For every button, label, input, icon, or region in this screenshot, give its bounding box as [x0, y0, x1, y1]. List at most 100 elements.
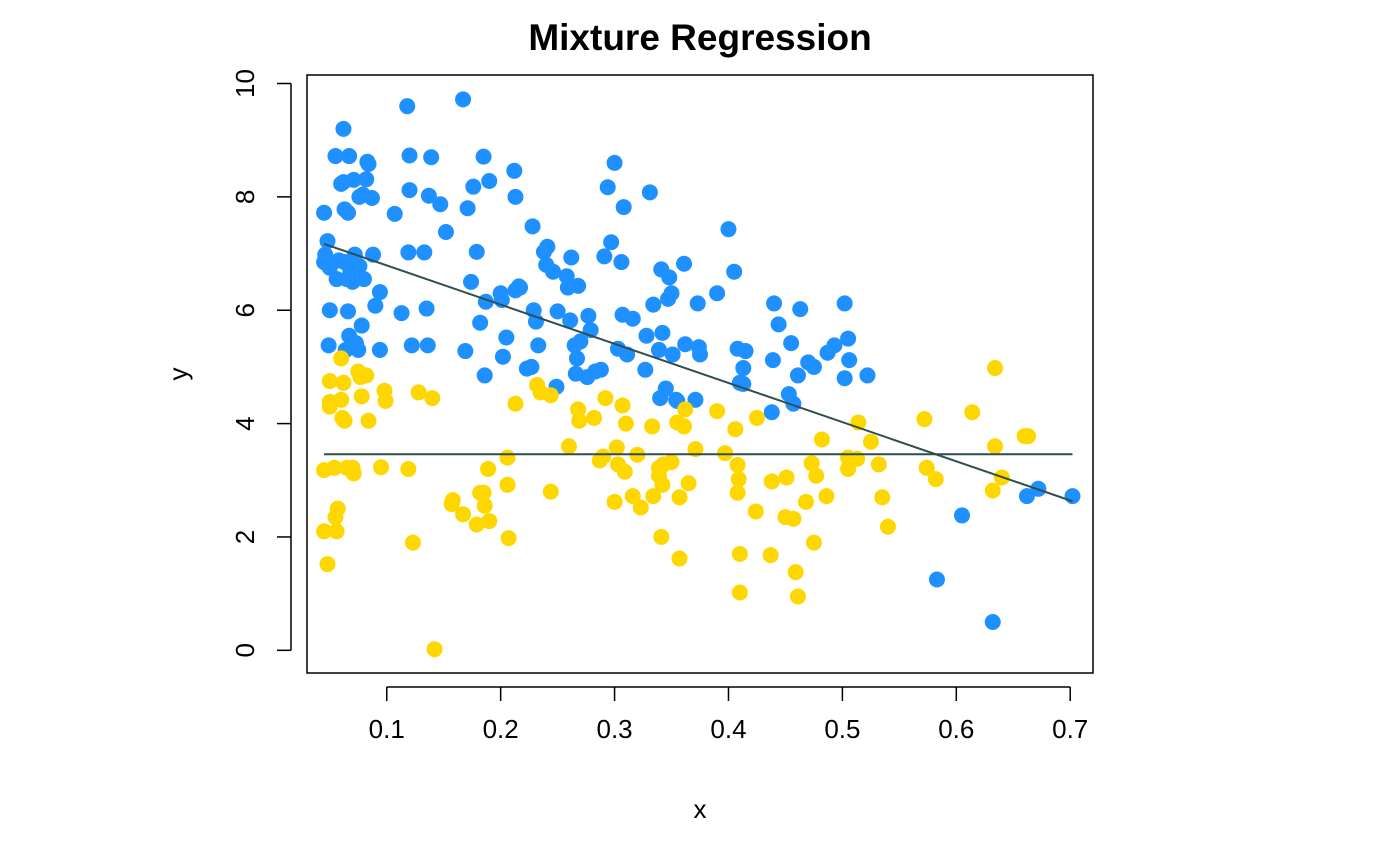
data-point-series-1: [403, 337, 420, 354]
data-point-series-1: [603, 234, 620, 251]
data-point-series-1: [419, 337, 436, 354]
data-point-series-1: [459, 200, 476, 217]
data-point-series-1: [512, 279, 529, 296]
data-point-series-1: [353, 317, 370, 334]
data-point-series-1: [363, 190, 380, 207]
data-point-series-2: [507, 395, 524, 412]
data-point-series-2: [987, 360, 1004, 377]
data-point-series-2: [426, 641, 443, 658]
data-point-series-2: [849, 450, 866, 467]
data-point-series-2: [333, 350, 350, 367]
x-axis-label: x: [694, 794, 707, 824]
chart-title: Mixture Regression: [528, 17, 871, 58]
regression-line-1: [323, 242, 1073, 503]
data-point-series-1: [401, 182, 418, 199]
data-point-series-1: [476, 367, 493, 384]
data-point-series-2: [377, 392, 394, 409]
data-point-series-2: [763, 473, 780, 490]
data-point-series-1: [826, 337, 843, 354]
data-point-series-1: [463, 273, 480, 290]
data-point-series-2: [481, 513, 498, 530]
data-point-series-2: [345, 465, 362, 482]
data-point-series-2: [676, 418, 693, 435]
data-point-series-1: [399, 98, 416, 115]
data-point-series-2: [329, 500, 346, 517]
data-point-series-2: [729, 456, 746, 473]
data-point-series-1: [568, 350, 585, 367]
data-point-series-1: [341, 148, 358, 165]
data-point-series-1: [340, 303, 357, 320]
data-point-series-2: [785, 510, 802, 527]
data-point-series-1: [661, 269, 678, 286]
data-point-series-1: [432, 196, 449, 213]
y-tick-label: 0: [230, 643, 260, 657]
data-point-series-1: [393, 305, 410, 322]
data-point-series-2: [654, 476, 671, 493]
data-point-series-1: [735, 375, 752, 392]
data-point-series-1: [654, 324, 671, 341]
data-point-series-2: [747, 503, 764, 520]
data-point-series-2: [608, 439, 625, 456]
data-point-series-1: [720, 221, 737, 238]
data-point-series-2: [789, 588, 806, 605]
data-point-series-1: [792, 301, 809, 318]
data-point-series-1: [650, 341, 667, 358]
data-point-series-1: [615, 199, 632, 216]
data-point-series-1: [345, 171, 362, 188]
data-point-series-1: [692, 346, 708, 363]
data-point-series-1: [472, 314, 489, 331]
data-point-series-2: [778, 469, 795, 486]
data-point-series-1: [371, 341, 388, 358]
data-point-series-1: [498, 329, 515, 346]
data-point-series-1: [335, 120, 352, 137]
data-point-series-2: [671, 550, 688, 567]
data-point-series-2: [805, 534, 822, 551]
y-tick-label: 6: [230, 303, 260, 317]
data-point-series-2: [617, 415, 634, 432]
data-point-series-1: [783, 335, 800, 352]
data-point-series-2: [316, 523, 333, 540]
data-point-series-2: [671, 489, 688, 506]
data-point-series-1: [638, 327, 655, 344]
data-point-series-2: [840, 460, 857, 477]
data-point-series-1: [764, 352, 781, 369]
data-point-series-2: [862, 433, 879, 450]
data-point-series-2: [353, 388, 370, 405]
data-point-series-2: [727, 421, 744, 438]
data-point-series-1: [371, 284, 388, 301]
data-point-series-2: [927, 471, 944, 488]
data-point-series-2: [680, 475, 697, 492]
data-point-series-1: [613, 254, 630, 271]
data-point-series-2: [614, 397, 631, 414]
data-point-series-2: [335, 374, 352, 391]
data-point-series-1: [401, 147, 418, 164]
data-point-series-2: [319, 556, 336, 573]
data-point-series-2: [476, 497, 493, 514]
data-point-series-1: [606, 154, 623, 171]
data-point-series-1: [416, 244, 433, 261]
data-point-series-2: [400, 460, 417, 477]
data-point-series-1: [687, 391, 704, 408]
data-point-series-2: [606, 493, 623, 510]
data-point-series-1: [785, 395, 802, 412]
data-point-series-2: [762, 547, 779, 564]
data-point-series-2: [542, 387, 559, 404]
y-axis-label: y: [163, 368, 193, 381]
data-point-series-1: [663, 285, 680, 302]
data-point-series-2: [813, 431, 830, 448]
data-point-series-1: [789, 367, 806, 384]
data-point-series-2: [870, 456, 887, 473]
data-point-series-2: [709, 403, 726, 420]
data-point-series-2: [328, 523, 345, 540]
data-point-series-1: [657, 380, 674, 397]
data-point-series-2: [987, 438, 1004, 455]
data-point-series-1: [841, 352, 858, 369]
data-point-series-2: [499, 449, 516, 466]
data-point-series-1: [539, 238, 556, 255]
data-point-series-1: [317, 246, 334, 263]
data-point-series-2: [360, 412, 377, 429]
data-point-series-2: [644, 418, 661, 435]
data-point-series-1: [360, 155, 377, 172]
x-tick-label: 0.1: [369, 714, 405, 744]
data-point-series-2: [358, 367, 375, 384]
